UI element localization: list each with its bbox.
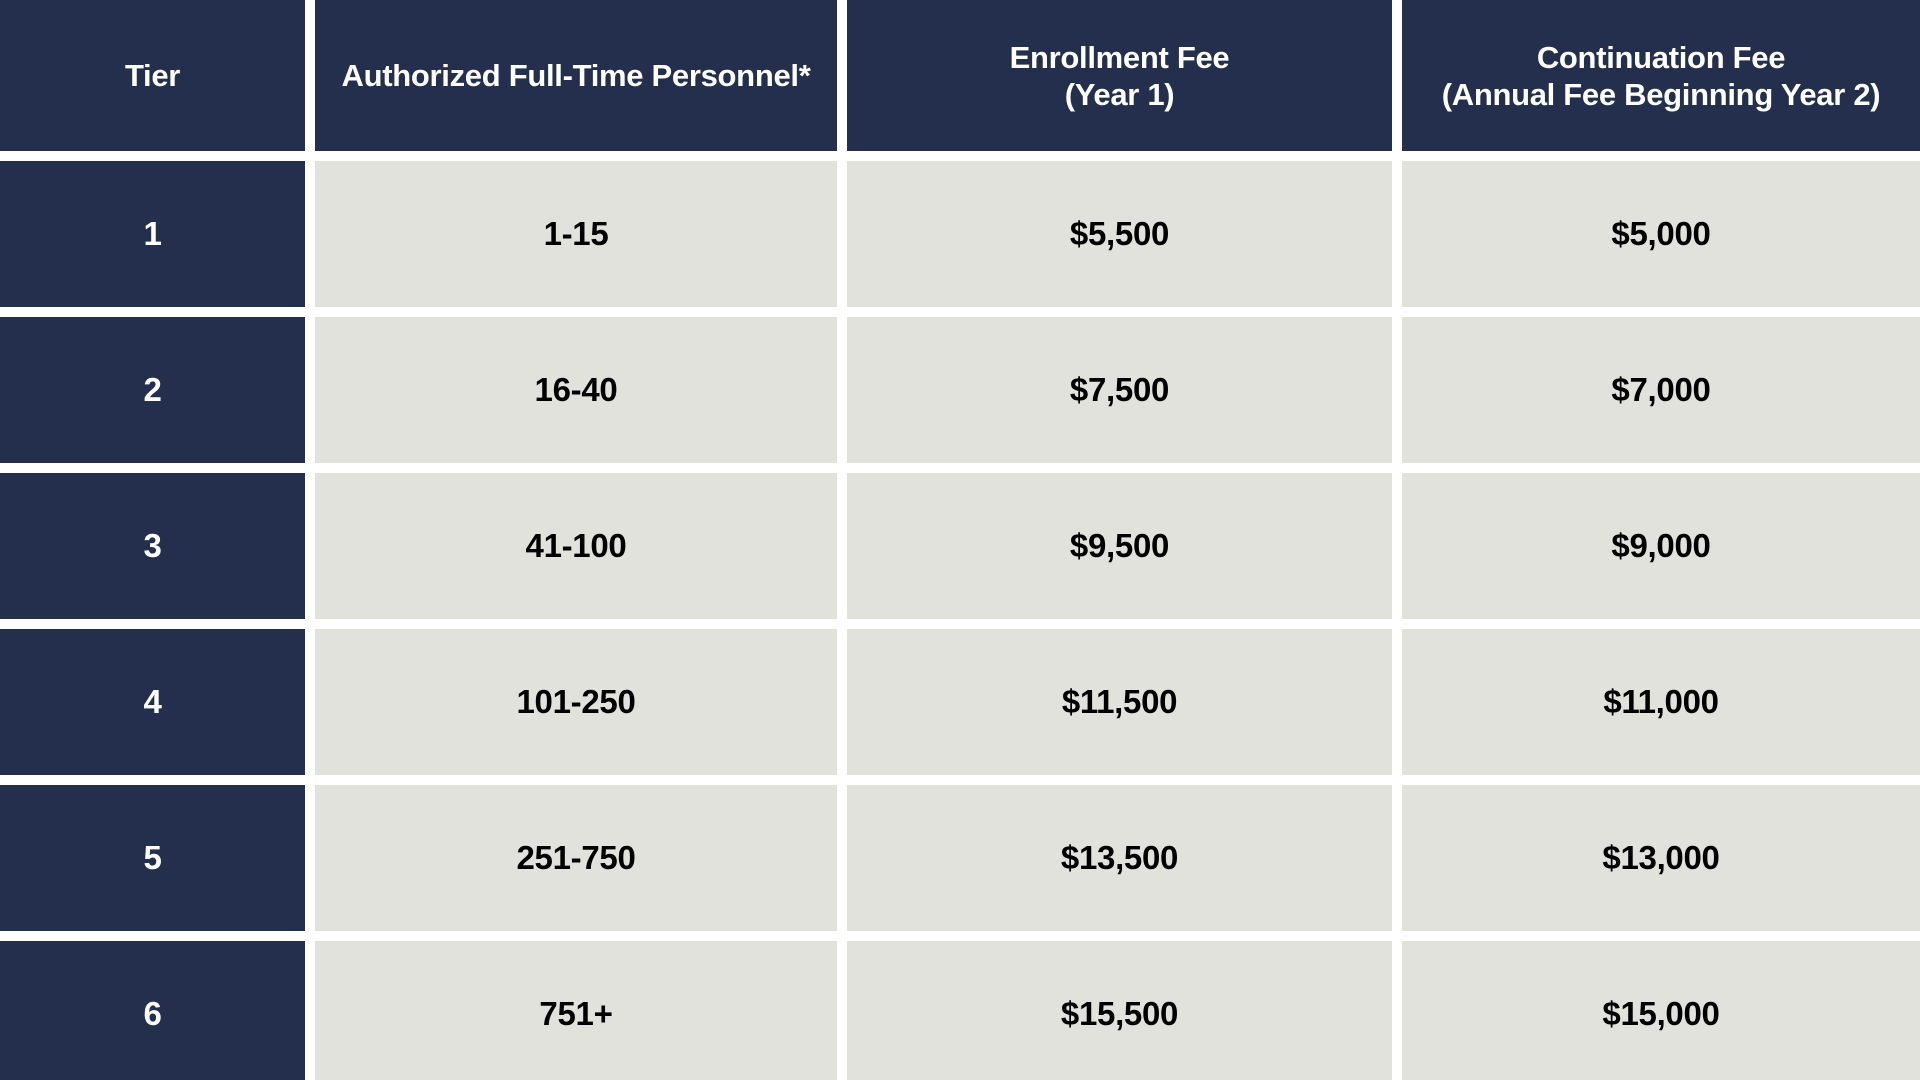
personnel-cell: 41-100	[315, 473, 837, 619]
continuation-fee-cell: $7,000	[1402, 317, 1920, 463]
tier-cell: 4	[0, 629, 305, 775]
tier-cell: 6	[0, 941, 305, 1080]
column-header-continuation-fee: Continuation Fee (Annual Fee Beginning Y…	[1402, 0, 1920, 151]
continuation-fee-cell: $9,000	[1402, 473, 1920, 619]
personnel-cell: 251-750	[315, 785, 837, 931]
column-header-label-line1: Enrollment Fee	[1009, 39, 1230, 75]
enrollment-fee-cell: $13,500	[847, 785, 1392, 931]
continuation-fee-cell: $5,000	[1402, 161, 1920, 307]
column-header-label: Tier	[124, 58, 181, 93]
enrollment-fee-cell: $9,500	[847, 473, 1392, 619]
tier-cell: 2	[0, 317, 305, 463]
continuation-fee-cell: $15,000	[1402, 941, 1920, 1080]
enrollment-fee-cell: $11,500	[847, 629, 1392, 775]
column-header-label: Authorized Full-Time Personnel*	[341, 58, 811, 93]
column-header-label-line2: (Year 1)	[1064, 76, 1175, 112]
enrollment-fee-cell: $15,500	[847, 941, 1392, 1080]
continuation-fee-cell: $11,000	[1402, 629, 1920, 775]
personnel-cell: 1-15	[315, 161, 837, 307]
tier-cell: 3	[0, 473, 305, 619]
column-header-label-line1: Continuation Fee	[1536, 39, 1786, 75]
column-header-personnel: Authorized Full-Time Personnel*	[315, 0, 837, 151]
column-header-tier: Tier	[0, 0, 305, 151]
continuation-fee-cell: $13,000	[1402, 785, 1920, 931]
personnel-cell: 751+	[315, 941, 837, 1080]
column-header-enrollment-fee: Enrollment Fee (Year 1)	[847, 0, 1392, 151]
column-header-label-line2: (Annual Fee Beginning Year 2)	[1441, 76, 1881, 112]
tier-cell: 1	[0, 161, 305, 307]
personnel-cell: 16-40	[315, 317, 837, 463]
personnel-cell: 101-250	[315, 629, 837, 775]
enrollment-fee-cell: $5,500	[847, 161, 1392, 307]
tier-cell: 5	[0, 785, 305, 931]
enrollment-fee-cell: $7,500	[847, 317, 1392, 463]
